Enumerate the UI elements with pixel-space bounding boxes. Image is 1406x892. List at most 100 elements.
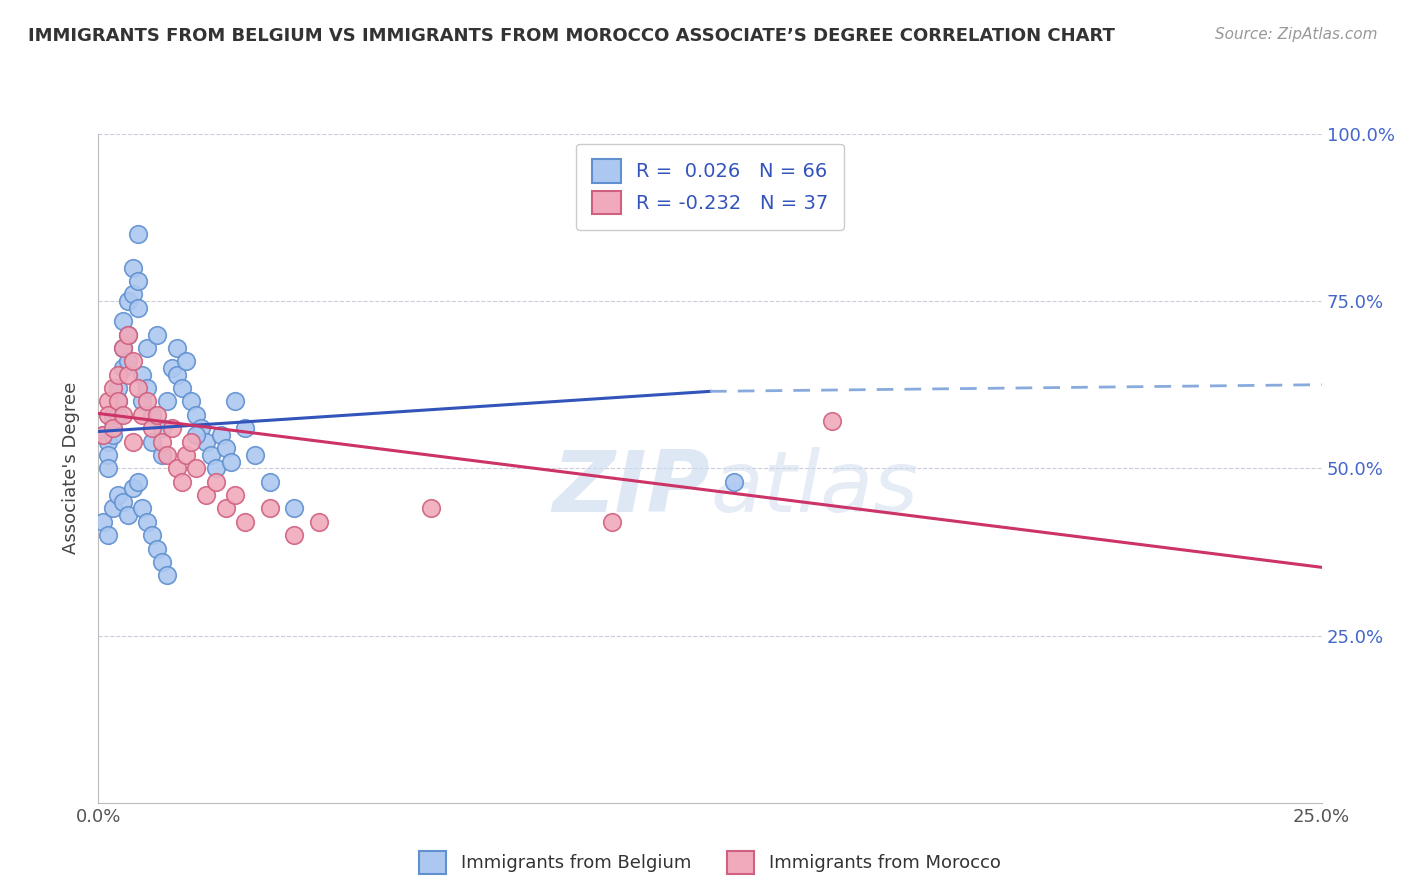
Point — [111, 314, 134, 328]
Point — [156, 568, 179, 582]
Point — [131, 501, 153, 516]
Point — [131, 368, 153, 382]
Point — [101, 408, 124, 422]
Point — [136, 515, 159, 529]
Point — [131, 408, 153, 422]
Point — [107, 394, 129, 409]
Point — [205, 475, 228, 489]
Point — [259, 501, 281, 516]
Text: Source: ZipAtlas.com: Source: ZipAtlas.com — [1215, 27, 1378, 42]
Point — [97, 448, 120, 462]
Point — [186, 428, 208, 442]
Text: ZIP: ZIP — [553, 447, 710, 530]
Point — [101, 415, 124, 429]
Point — [233, 421, 256, 435]
Point — [214, 501, 236, 516]
Point — [136, 381, 159, 395]
Y-axis label: Associate's Degree: Associate's Degree — [62, 382, 80, 555]
Point — [107, 488, 129, 502]
Point — [150, 434, 173, 449]
Point — [136, 394, 159, 409]
Point — [243, 448, 266, 462]
Point — [160, 421, 183, 435]
Point — [150, 448, 173, 462]
Point — [224, 488, 246, 502]
Text: atlas: atlas — [710, 447, 918, 530]
Point — [283, 501, 305, 516]
Point — [101, 421, 124, 435]
Point — [127, 475, 149, 489]
Point — [600, 515, 623, 529]
Legend: Immigrants from Belgium, Immigrants from Morocco: Immigrants from Belgium, Immigrants from… — [412, 844, 1008, 880]
Point — [101, 381, 124, 395]
Point — [209, 428, 232, 442]
Point — [170, 381, 193, 395]
Point — [117, 327, 139, 342]
Point — [166, 368, 188, 382]
Text: IMMIGRANTS FROM BELGIUM VS IMMIGRANTS FROM MOROCCO ASSOCIATE’S DEGREE CORRELATIO: IMMIGRANTS FROM BELGIUM VS IMMIGRANTS FR… — [28, 27, 1115, 45]
Point — [180, 394, 202, 409]
Point — [821, 415, 844, 429]
Point — [107, 408, 129, 422]
Point — [107, 368, 129, 382]
Point — [121, 260, 143, 275]
Point — [127, 381, 149, 395]
Point — [723, 475, 745, 489]
Point — [107, 394, 129, 409]
Point — [97, 528, 120, 542]
Point — [146, 541, 169, 556]
Point — [259, 475, 281, 489]
Point — [127, 227, 149, 242]
Point — [107, 381, 129, 395]
Point — [224, 394, 246, 409]
Point — [121, 482, 143, 496]
Point — [160, 361, 183, 376]
Point — [156, 448, 179, 462]
Point — [176, 354, 198, 368]
Point — [111, 341, 134, 355]
Point — [141, 421, 163, 435]
Point — [117, 368, 139, 382]
Point — [186, 461, 208, 475]
Point — [111, 494, 134, 508]
Point — [101, 501, 124, 516]
Point — [176, 448, 198, 462]
Point — [141, 408, 163, 422]
Point — [91, 428, 114, 442]
Point — [150, 555, 173, 569]
Point — [195, 434, 218, 449]
Point — [283, 528, 305, 542]
Point — [97, 434, 120, 449]
Point — [156, 394, 179, 409]
Point — [111, 361, 134, 376]
Point — [219, 455, 242, 469]
Point — [97, 408, 120, 422]
Point — [420, 501, 443, 516]
Point — [117, 508, 139, 523]
Point — [205, 461, 228, 475]
Point — [127, 301, 149, 315]
Point — [141, 434, 163, 449]
Point — [195, 488, 218, 502]
Point — [308, 515, 330, 529]
Point — [200, 448, 222, 462]
Point — [117, 294, 139, 309]
Point — [166, 341, 188, 355]
Point — [121, 287, 143, 301]
Point — [97, 394, 120, 409]
Point — [233, 515, 256, 529]
Point — [166, 461, 188, 475]
Point — [180, 434, 202, 449]
Point — [131, 394, 153, 409]
Point — [117, 327, 139, 342]
Point — [111, 341, 134, 355]
Point — [121, 354, 143, 368]
Point — [121, 434, 143, 449]
Point — [91, 515, 114, 529]
Point — [214, 442, 236, 456]
Point — [190, 421, 212, 435]
Point — [146, 408, 169, 422]
Point — [146, 327, 169, 342]
Point — [101, 428, 124, 442]
Point — [97, 461, 120, 475]
